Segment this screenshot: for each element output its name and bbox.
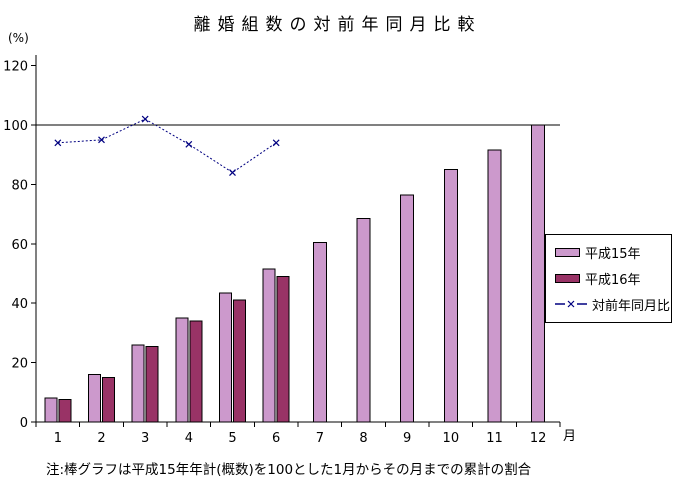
x-axis-tick-label: 2 bbox=[97, 431, 105, 446]
line-yoy-ratio bbox=[57, 118, 277, 174]
bar-heisei15-m2 bbox=[88, 373, 101, 423]
marker-yoy-m3 bbox=[141, 115, 149, 123]
bar-heisei15-m3 bbox=[131, 344, 145, 423]
marker-yoy-m5 bbox=[229, 169, 236, 176]
y-axis-tick-label: 120 bbox=[3, 60, 28, 75]
bar-heisei15-m5 bbox=[219, 292, 232, 423]
bar-heisei15-m7 bbox=[312, 241, 327, 423]
marker-yoy-m1 bbox=[54, 139, 62, 147]
marker-yoy-m6 bbox=[272, 139, 280, 147]
bar-heisei15-m1 bbox=[44, 397, 58, 423]
legend-swatch-yoy-line bbox=[555, 300, 587, 308]
x-axis-tick-label: 1 bbox=[54, 431, 62, 446]
bar-heisei15-m12 bbox=[531, 124, 546, 423]
footnote: 注:棒グラフは平成15年年計(概数)を100とした1月からその月までの累計の割合 bbox=[46, 462, 532, 478]
x-axis-tick-label: 5 bbox=[228, 431, 236, 446]
x-axis-tick-label: 3 bbox=[141, 431, 149, 446]
bar-heisei15-m8 bbox=[356, 218, 371, 423]
y-axis-tick-label: 40 bbox=[11, 297, 28, 312]
bar-heisei15-m6 bbox=[262, 268, 276, 423]
y-axis-unit-label: (%) bbox=[8, 31, 29, 45]
x-axis-tick-label: 7 bbox=[316, 431, 324, 446]
bar-heisei16-m4 bbox=[189, 320, 203, 423]
y-axis-tick-label: 100 bbox=[3, 119, 28, 134]
marker-yoy-m2 bbox=[98, 136, 105, 144]
x-axis-tick-label: 8 bbox=[359, 431, 367, 446]
x-axis-tick-label: 10 bbox=[443, 431, 460, 446]
x-axis-tick-label: 11 bbox=[486, 431, 503, 446]
bar-heisei15-m4 bbox=[175, 317, 189, 423]
legend-swatch-heisei16 bbox=[555, 273, 580, 283]
legend-label-heisei15: 平成15年 bbox=[585, 247, 641, 263]
x-axis-tick-label: 4 bbox=[185, 431, 193, 446]
x-axis-tick-label: 9 bbox=[403, 431, 411, 446]
x-axis-tick-label: 6 bbox=[272, 431, 280, 446]
x-axis-tick-label: 12 bbox=[530, 431, 547, 446]
y-axis-tick-label: 60 bbox=[11, 238, 28, 253]
bar-heisei15-m11 bbox=[487, 149, 502, 423]
y-axis-tick-label: 80 bbox=[11, 178, 28, 193]
marker-yoy-m4 bbox=[185, 140, 193, 148]
legend-swatch-heisei15 bbox=[555, 248, 580, 258]
legend-label-heisei16: 平成16年 bbox=[585, 272, 641, 288]
bar-heisei16-m5 bbox=[233, 299, 246, 423]
legend-item-heisei16: 平成16年 bbox=[555, 269, 669, 288]
legend: 平成15年 平成16年 対前年同月比 bbox=[545, 234, 672, 323]
chart-title: 離婚組数の対前年同月比較 bbox=[193, 15, 482, 35]
y-axis-tick-label: 0 bbox=[20, 416, 28, 431]
legend-label-yoy-ratio: 対前年同月比 bbox=[592, 298, 671, 314]
legend-item-heisei15: 平成15年 bbox=[555, 243, 669, 262]
bar-heisei16-m2 bbox=[102, 376, 115, 423]
x-axis-unit-label: 月 bbox=[563, 429, 577, 444]
bar-heisei15-m9 bbox=[400, 194, 415, 423]
bar-heisei16-m1 bbox=[58, 399, 72, 423]
legend-item-yoy-ratio: 対前年同月比 bbox=[555, 295, 671, 314]
y-axis-tick-label: 20 bbox=[11, 357, 28, 372]
bar-heisei16-m6 bbox=[276, 275, 290, 423]
bar-heisei15-m10 bbox=[443, 169, 458, 423]
bar-heisei16-m3 bbox=[145, 345, 159, 423]
